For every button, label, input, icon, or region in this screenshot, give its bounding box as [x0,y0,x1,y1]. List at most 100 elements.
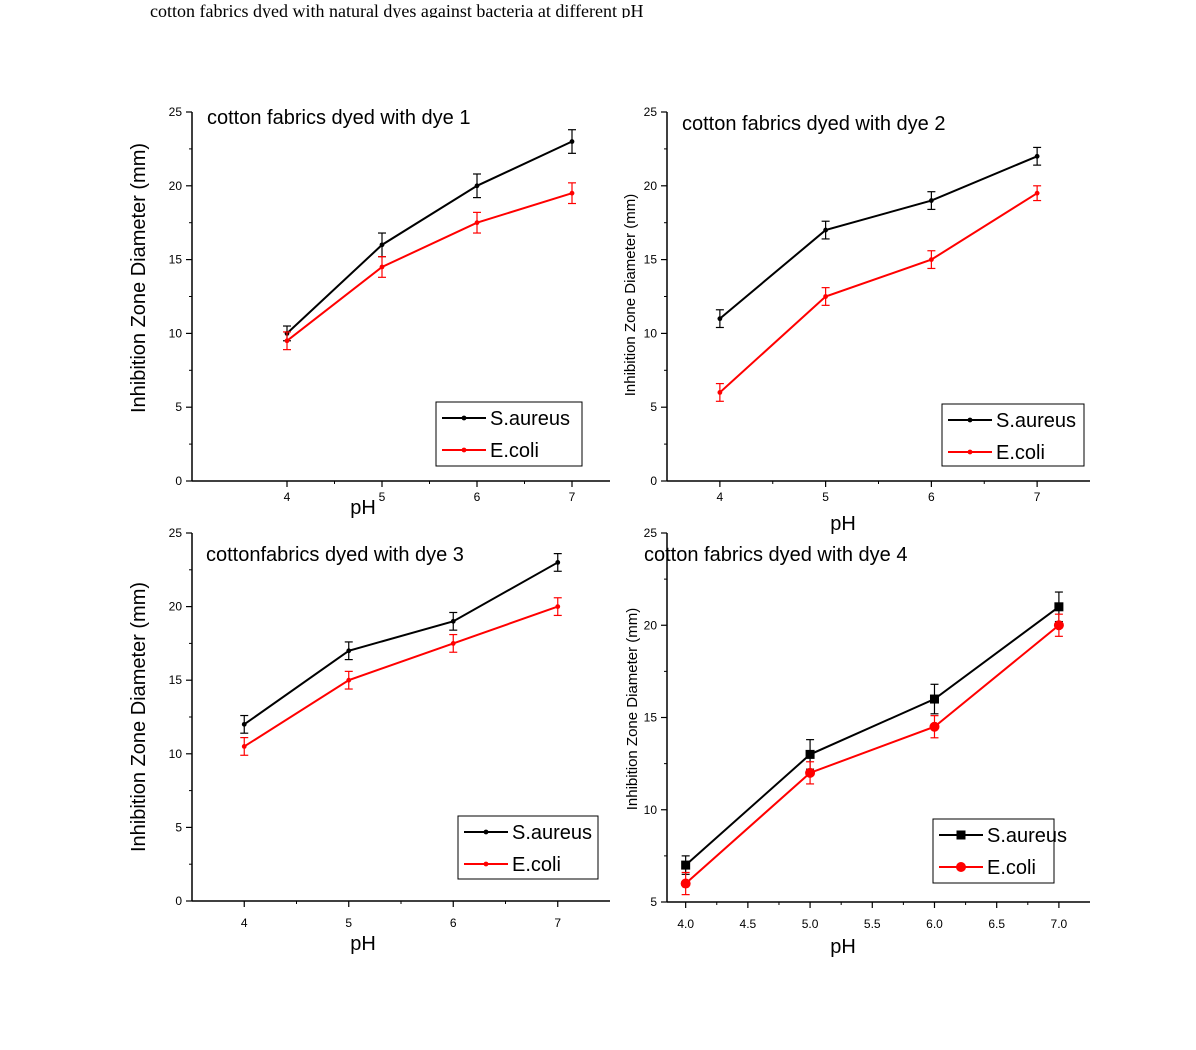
y-tick-label: 15 [169,673,183,687]
x-axis-label: pH [830,936,856,958]
series-saureus [240,553,562,734]
chart-panel-2: 0 5 10 15 20 25 4 5 6 7 pH Inhibition Zone Diameter… [622,105,1090,535]
legend-label: S.aureus [512,822,592,844]
data-point [717,390,723,395]
y-tick-label: 25 [644,526,658,540]
series-line [719,192,1038,394]
data-point [1053,620,1064,631]
y-tick-label: 20 [644,179,658,193]
data-point [379,264,385,270]
data-point [241,721,247,727]
x-tick-label: 7 [569,490,576,504]
data-point [928,257,934,262]
data-point [928,198,934,203]
x-tick-label: 7.0 [1051,917,1068,931]
y-axis-label: Inhibition Zone Diameter (mm) [622,194,639,397]
x-tick-label: 5 [379,490,386,504]
y-tick-label: 0 [175,894,182,908]
legend-marker [483,829,489,835]
y-tick-label: 5 [175,400,182,414]
series-line [243,561,559,726]
data-point [241,744,247,749]
series-line [286,140,573,335]
data-point [929,721,940,732]
data-point [1034,153,1040,159]
y-tick-label: 25 [169,526,183,540]
series-saureus [715,146,1042,329]
figure-caption-fragment: cotton fabrics dyed with natural dyes ag… [150,4,644,18]
x-tick-label: 5 [822,490,829,504]
x-axis-label: pH [830,513,856,535]
chart-panel-1: 0 5 10 15 20 25 4 5 6 7 pH Inhibition Zone Diameter… [128,105,610,519]
series-ecoli [240,597,562,756]
data-point [555,604,561,609]
y-tick-label: 5 [175,820,182,834]
y-tick-label: 15 [169,253,183,267]
x-tick-label: 6.5 [988,917,1005,931]
y-tick-label: 10 [169,326,183,340]
data-point [823,227,829,233]
data-point [805,767,816,778]
data-point [555,560,561,565]
series-saureus [681,591,1064,875]
y-tick-label: 20 [644,618,658,632]
legend-marker [483,861,489,867]
legend-label: S.aureus [996,410,1076,432]
data-point [823,294,829,299]
y-axis-label: Inhibition Zone Diameter (mm) [128,582,150,852]
x-tick-label: 4.5 [740,917,757,931]
data-point [474,220,480,226]
y-tick-label: 0 [175,474,182,488]
chart-title: cotton fabrics dyed with dye 4 [644,544,907,566]
y-tick-label: 20 [169,600,183,614]
y-tick-label: 15 [644,253,658,267]
legend: S.aureus E.coli [435,401,583,467]
y-axis-label: Inhibition Zone Diameter (mm) [624,608,641,811]
x-tick-label: 4.0 [677,917,694,931]
series-line [243,605,559,748]
y-tick-label: 15 [644,711,658,725]
data-point [346,677,352,683]
series-ecoli [680,613,1064,896]
legend: S.aureus E.coli [941,403,1085,467]
x-tick-label: 4 [717,490,724,504]
legend-box [932,818,1055,884]
data-point [681,860,691,870]
data-point [569,139,575,144]
x-tick-label: 4 [284,490,291,504]
x-tick-label: 5.0 [802,917,819,931]
x-tick-label: 7 [1034,490,1041,504]
x-tick-label: 5 [345,916,352,930]
legend: S.aureus E.coli [932,818,1067,884]
data-point [379,242,385,248]
chart-title: cotton fabrics dyed with dye 1 [207,107,470,129]
series-line [719,155,1038,320]
y-tick-label: 10 [644,326,658,340]
legend-box [941,403,1085,467]
y-tick-label: 5 [650,895,657,909]
y-tick-label: 20 [169,179,183,193]
data-point [680,878,691,889]
legend-marker [967,417,973,423]
series-ecoli [283,182,576,351]
legend-box [457,815,599,880]
chart-panel-3: 0 5 10 15 20 25 4 5 6 7 pH Inhibition Zone Diameter… [128,526,610,955]
legend-label: E.coli [490,440,539,462]
x-axis-label: pH [350,497,376,519]
x-axis-label: pH [350,933,376,955]
x-tick-label: 5.5 [864,917,881,931]
data-point [929,694,939,704]
x-tick-label: 6.0 [926,917,943,931]
legend-box [435,401,583,467]
legend-marker [956,830,966,840]
data-point [1054,602,1064,612]
y-tick-label: 5 [650,400,657,414]
data-point [450,618,456,624]
y-tick-label: 25 [644,105,658,119]
chart-title: cotton fabrics dyed with dye 2 [682,113,945,135]
y-tick-label: 25 [169,105,183,119]
x-tick-label: 6 [474,490,481,504]
series-ecoli [715,185,1042,402]
y-tick-label: 10 [644,803,658,817]
